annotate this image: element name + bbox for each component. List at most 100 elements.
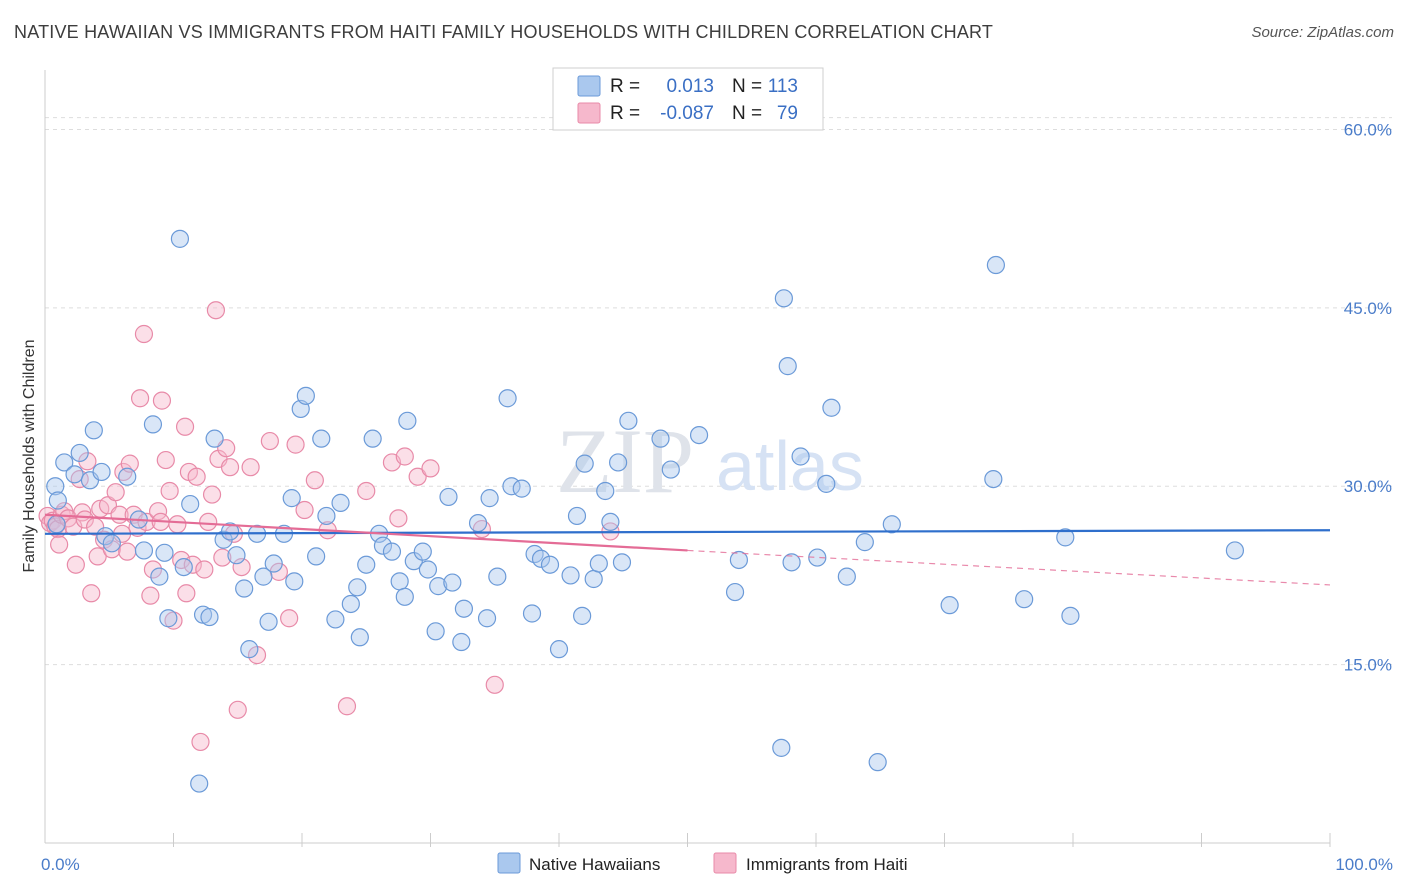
hawaiian-point xyxy=(567,506,587,526)
x-tick-label: 100.0% xyxy=(1335,855,1393,874)
hawaiian-point xyxy=(477,609,497,628)
haiti-point xyxy=(50,535,69,554)
haiti-point xyxy=(118,542,137,561)
haiti-point xyxy=(232,557,251,577)
haiti-point xyxy=(206,301,226,320)
hawaiian-point xyxy=(1061,606,1080,625)
hawaiian-point xyxy=(102,534,121,553)
hawaiian-point xyxy=(282,489,301,508)
hawaiian-point xyxy=(382,542,402,561)
hawaiian-point xyxy=(390,572,409,591)
hawaiian-point xyxy=(986,255,1006,275)
hawaiian-point xyxy=(882,515,901,534)
hawaiian-point xyxy=(70,443,89,463)
hawaiian-point xyxy=(1056,528,1075,547)
legend-r-label: R = xyxy=(610,103,640,124)
haiti-point xyxy=(172,550,191,570)
y-tick-label: 30.0% xyxy=(1344,477,1392,496)
haiti-point xyxy=(305,471,324,490)
legend-label-haiti: Immigrants from Haiti xyxy=(746,855,908,874)
hawaiian-point xyxy=(363,429,382,448)
hawaiian-point xyxy=(357,555,376,574)
hawaiian-point xyxy=(940,596,959,615)
hawaiian-point xyxy=(729,550,749,570)
chart-title: NATIVE HAWAIIAN VS IMMIGRANTS FROM HAITI… xyxy=(14,22,994,42)
hawaiian-point xyxy=(488,567,507,586)
hawaiian-point xyxy=(96,527,115,546)
legend-top: R = 0.013 N = 113 R = -0.087 N = 79 xyxy=(552,67,824,131)
hawaiian-point xyxy=(285,572,304,591)
hawaiian-point xyxy=(143,415,163,434)
haiti-point xyxy=(199,512,218,532)
legend-swatch-pink xyxy=(713,852,737,874)
hawaiian-point xyxy=(1015,590,1034,609)
hawaiian-point xyxy=(312,429,331,448)
haiti-trend-line xyxy=(44,513,688,552)
y-tick-label: 60.0% xyxy=(1344,120,1392,139)
haiti-point xyxy=(191,732,210,752)
haiti-point xyxy=(280,609,299,628)
hawaiian-point xyxy=(170,229,190,248)
hawaiian-point xyxy=(348,578,367,597)
haiti-point xyxy=(295,500,314,520)
x-tick-labels: 0.0% 100.0% xyxy=(41,855,1393,874)
hawaiian-point xyxy=(791,447,810,466)
hawaiian-point xyxy=(227,546,246,565)
hawaiian-point xyxy=(540,555,560,574)
haiti-point xyxy=(260,431,279,451)
hawaiian-point xyxy=(1225,541,1245,560)
hawaiian-point xyxy=(822,398,841,417)
hawaiian-point xyxy=(350,628,369,647)
legend-r-value: 0.013 xyxy=(666,76,714,97)
legend-bottom: Native Hawaiians Immigrants from Haiti xyxy=(497,852,908,874)
haiti-point xyxy=(134,324,154,344)
hawaiian-point xyxy=(264,554,283,573)
haiti-point xyxy=(75,510,94,529)
hawaiian-point xyxy=(240,640,259,659)
hawaiian-point xyxy=(651,429,670,448)
watermark-atlas: atlas xyxy=(716,427,864,505)
haiti-point xyxy=(395,447,414,466)
trend-lines xyxy=(44,513,1331,586)
hawaiian-point xyxy=(429,577,448,596)
hawaiian-point xyxy=(118,467,137,486)
hawaiian-point xyxy=(46,477,65,496)
hawaiian-point xyxy=(689,425,709,445)
hawaiian-point xyxy=(84,421,103,440)
hawaiian-point xyxy=(868,753,887,772)
hawaiian-point xyxy=(452,632,471,652)
legend-n-value: 79 xyxy=(777,103,798,124)
haiti-trend-extension xyxy=(687,549,1331,586)
hawaiian-point xyxy=(531,549,551,568)
hawaiian-point xyxy=(65,465,84,484)
hawaiian-point xyxy=(817,474,836,493)
legend-swatch-pink xyxy=(577,102,601,124)
y-tick-label: 45.0% xyxy=(1344,299,1392,318)
hawaiian-point xyxy=(855,533,874,552)
legend-n-value: 113 xyxy=(768,76,798,97)
hawaiian-point xyxy=(174,557,193,577)
legend-label-hawaiians: Native Hawaiians xyxy=(529,855,660,874)
haiti-point xyxy=(241,458,260,477)
hawaiian-point xyxy=(235,579,254,598)
hawaiian-point xyxy=(601,512,620,532)
legend-n-label: N = xyxy=(732,76,762,97)
haiti-point xyxy=(177,584,196,603)
legend-n-label: N = xyxy=(732,103,762,124)
haiti-point xyxy=(148,502,168,521)
hawaiian-point xyxy=(619,411,638,430)
series-hawaiian-points xyxy=(46,229,1245,793)
haiti-point xyxy=(286,435,305,454)
y-tick-label: 15.0% xyxy=(1344,656,1392,675)
hawaiian-point xyxy=(549,640,569,659)
hawaiian-point xyxy=(984,469,1003,489)
hawaiian-point xyxy=(774,289,793,308)
hawaiian-point xyxy=(561,566,580,585)
hawaiian-point xyxy=(205,429,224,448)
y-tick-labels: 15.0% 30.0% 45.0% 60.0% xyxy=(1344,120,1392,674)
hawaiian-point xyxy=(55,453,74,472)
x-tick-label: 0.0% xyxy=(41,855,80,874)
hawaiian-trend-line xyxy=(44,529,1331,535)
source-label: Source: ZipAtlas.com xyxy=(1251,24,1394,41)
